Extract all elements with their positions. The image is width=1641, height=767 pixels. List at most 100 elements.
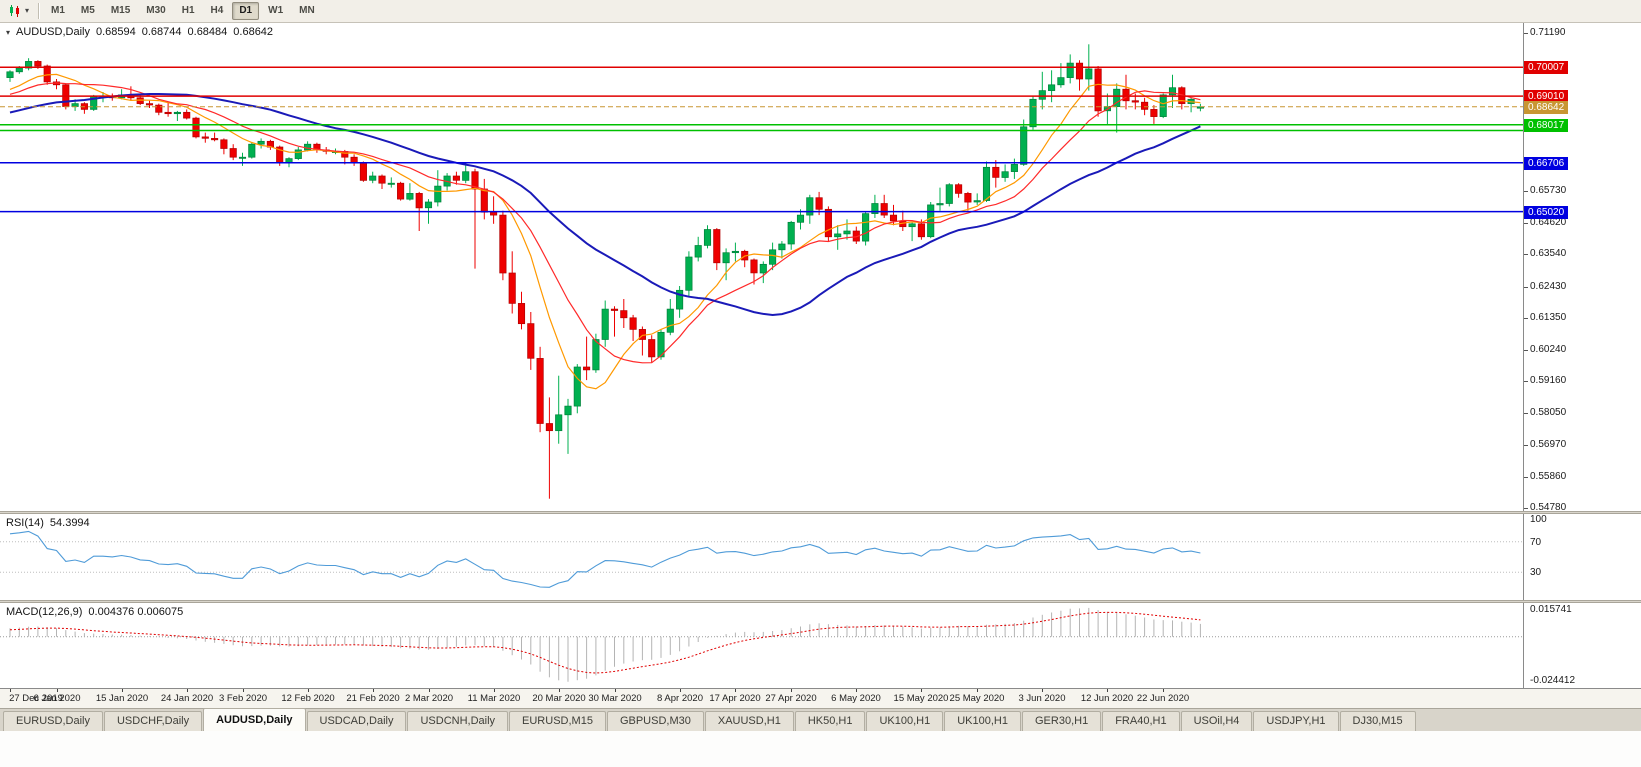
period-button-m15[interactable]: M15 (110, 5, 131, 16)
main-price-pane[interactable]: ▾ AUDUSD,Daily 0.68594 0.68744 0.68484 0… (0, 23, 1523, 511)
macd-label: MACD(12,26,9) (6, 606, 83, 618)
candlestick-canvas[interactable] (0, 23, 1523, 511)
time-axis-tick (187, 689, 188, 692)
time-axis-label: 3 Jun 2020 (1018, 693, 1066, 704)
time-axis-label: 11 Mar 2020 (467, 693, 521, 704)
time-axis-label: 25 May 2020 (949, 693, 1005, 704)
pane-splitter[interactable] (0, 600, 1641, 603)
price-level-label: 0.69010 (1524, 90, 1569, 103)
time-axis-tick (122, 689, 123, 692)
candlestick-chart-icon (10, 5, 19, 17)
macd-pane[interactable]: MACD(12,26,9) 0.004376 0.006075 (0, 603, 1523, 688)
rsi-axis-label: 70 (1530, 537, 1542, 548)
pane-splitter[interactable] (0, 511, 1641, 514)
time-axis-tick (10, 689, 11, 692)
period-button-d1[interactable]: D1 (232, 2, 260, 20)
ohlc-open: 0.68594 (95, 26, 136, 38)
chart-tab-eurusd-daily[interactable]: EURUSD,Daily (3, 711, 103, 731)
time-axis-label: 24 Jan 2020 (160, 693, 214, 704)
chart-window: ▾ AUDUSD,Daily 0.68594 0.68744 0.68484 0… (0, 23, 1641, 708)
price-axis-tick (1524, 445, 1528, 446)
time-axis-label: 17 Apr 2020 (709, 693, 761, 704)
chart-tab-gbpusd-m30[interactable]: GBPUSD,M30 (606, 711, 704, 731)
chart-tab-eurusd-m15[interactable]: EURUSD,M15 (509, 711, 606, 731)
rsi-axis-label: 100 (1530, 514, 1547, 525)
time-axis-tick (977, 689, 978, 692)
chart-tab-usdjpy-h1[interactable]: USDJPY,H1 (1253, 711, 1339, 731)
chart-tab-hk50-h1[interactable]: HK50,H1 (794, 711, 866, 731)
time-axis-tick (615, 689, 616, 692)
time-axis-label: 6 Jan 2020 (33, 693, 81, 704)
collapse-arrow-icon[interactable]: ▾ (6, 27, 11, 37)
rsi-canvas[interactable] (0, 514, 1523, 600)
ohlc-low: 0.68484 (187, 26, 228, 38)
chart-tab-uk100-h1[interactable]: UK100,H1 (866, 711, 944, 731)
price-axis-label: 0.59160 (1530, 375, 1567, 386)
price-axis-label: 0.56970 (1530, 439, 1567, 450)
chart-tab-audusd-daily[interactable]: AUDUSD,Daily (203, 708, 306, 731)
chart-tab-usdcad-daily[interactable]: USDCAD,Daily (306, 711, 407, 731)
period-button-h4[interactable]: H4 (210, 5, 224, 16)
price-level-label: 0.68642 (1524, 101, 1569, 114)
time-axis-label: 15 Jan 2020 (95, 693, 149, 704)
price-axis-label: 0.62430 (1530, 281, 1567, 292)
chart-tab-ger30-h1[interactable]: GER30,H1 (1022, 711, 1102, 731)
time-axis-label: 12 Jun 2020 (1080, 693, 1134, 704)
time-axis-tick (243, 689, 244, 692)
period-button-h1[interactable]: H1 (181, 5, 195, 16)
time-axis-tick (494, 689, 495, 692)
time-axis-label: 3 Feb 2020 (218, 693, 268, 704)
macd-axis-max-label: 0.015741 (1530, 604, 1572, 615)
chart-tab-xauusd-h1[interactable]: XAUUSD,H1 (704, 711, 794, 731)
price-axis-label: 0.64620 (1530, 217, 1567, 228)
rsi-value: 54.3994 (49, 517, 90, 529)
rsi-label: RSI(14) (6, 517, 44, 529)
time-axis-label: 27 Dec 2019 (9, 693, 63, 704)
price-axis-tick (1524, 381, 1528, 382)
macd-axis-min-label: -0.024412 (1530, 675, 1576, 686)
rsi-axis-label: 30 (1530, 567, 1542, 578)
chart-tab-usdchf-daily[interactable]: USDCHF,Daily (103, 711, 203, 731)
time-axis-label: 15 May 2020 (893, 693, 949, 704)
chart-tab-fra40-h1[interactable]: FRA40,H1 (1102, 711, 1180, 731)
time-axis-tick (921, 689, 922, 692)
period-button-mn[interactable]: MN (299, 5, 315, 16)
period-button-w1[interactable]: W1 (268, 5, 284, 16)
time-axis-tick (373, 689, 374, 692)
time-axis-tick (1107, 689, 1108, 692)
price-axis-tick (1524, 254, 1528, 255)
period-button-group: M1 M5 M15 M30 H1 H4 D1 W1 MN (44, 2, 322, 20)
rsi-pane[interactable]: RSI(14) 54.3994 (0, 514, 1523, 600)
price-axis-label: 0.63540 (1530, 248, 1567, 259)
price-axis-tick (1524, 287, 1528, 288)
price-axis-label: 0.58050 (1530, 407, 1567, 418)
time-axis-label: 21 Feb 2020 (346, 693, 400, 704)
time-axis-label: 20 Mar 2020 (532, 693, 586, 704)
chart-type-button[interactable]: ▾ (4, 2, 33, 20)
period-button-m30[interactable]: M30 (146, 5, 166, 16)
price-axis[interactable]: 0.71190 0.65730 0.64620 0.63540 0.62430 0.613… (1523, 23, 1641, 688)
macd-canvas[interactable] (0, 603, 1523, 688)
dropdown-arrow-icon: ▾ (25, 6, 30, 15)
chart-tab-usdcnh-daily[interactable]: USDCNH,Daily (407, 711, 509, 731)
macd-values: 0.004376 0.006075 (88, 606, 184, 618)
time-axis-tick (57, 689, 58, 692)
time-axis-tick (1163, 689, 1164, 692)
time-axis-tick (856, 689, 857, 692)
price-axis-tick (1524, 413, 1528, 414)
price-axis-label: 0.65730 (1530, 185, 1567, 196)
period-button-m1[interactable]: M1 (51, 5, 65, 16)
price-axis-tick (1524, 318, 1528, 319)
time-axis-label: 12 Feb 2020 (281, 693, 335, 704)
chart-legend: ▾ AUDUSD,Daily 0.68594 0.68744 0.68484 0… (6, 26, 273, 38)
chart-tab-uk100-h1[interactable]: UK100,H1 (944, 711, 1021, 731)
time-axis[interactable]: 27 Dec 2019 6 Jan 2020 15 Jan 2020 24 Jan 2… (0, 688, 1641, 708)
chart-tab-usoil-h4[interactable]: USOil,H4 (1180, 711, 1253, 731)
chart-tab-dj30-m15[interactable]: DJ30,M15 (1339, 711, 1416, 731)
timeframe-toolbar: ▾ M1 M5 M15 M30 H1 H4 D1 W1 MN (0, 0, 1641, 23)
time-axis-tick (680, 689, 681, 692)
toolbar-separator (38, 3, 40, 19)
period-button-m5[interactable]: M5 (80, 5, 95, 16)
price-axis-tick (1524, 508, 1528, 509)
